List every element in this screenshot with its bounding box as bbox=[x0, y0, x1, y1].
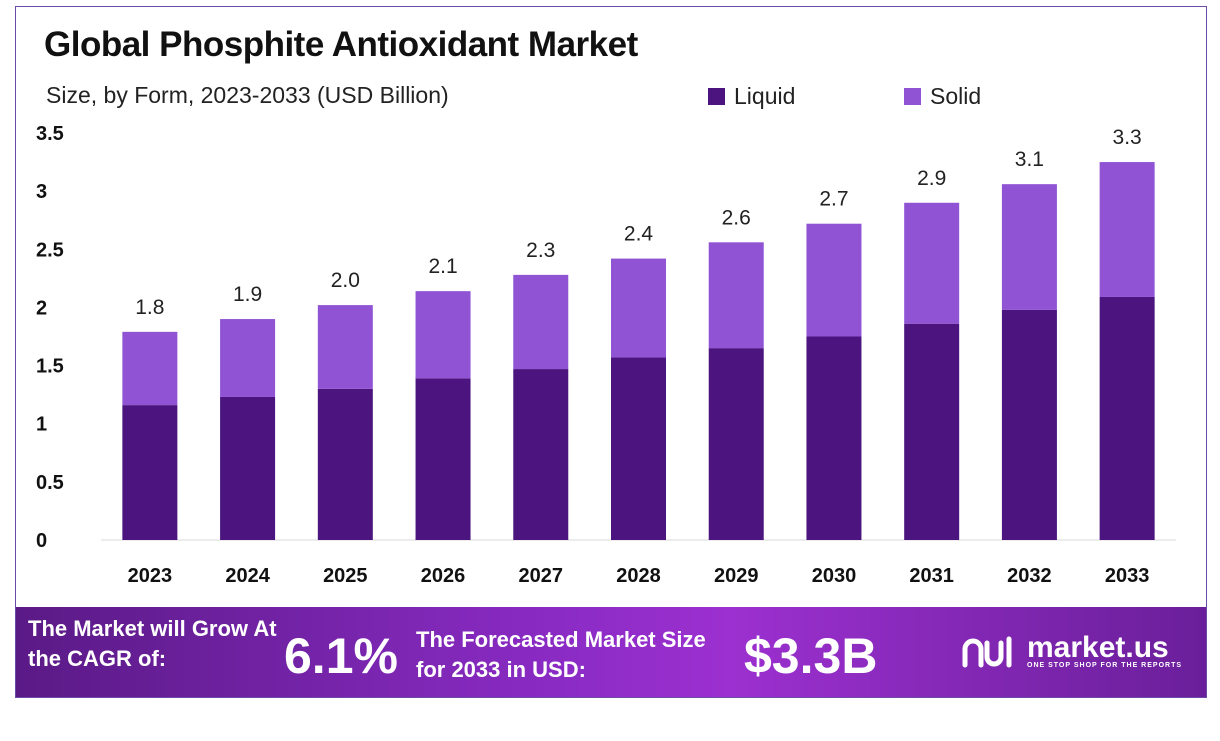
bar-chart: 0 0.5 1 1.5 2 2.5 3 3.5 1.8 2023 1.9 2024 2.0 2025 2.1… bbox=[36, 123, 1176, 587]
bar-segment-liquid bbox=[317, 388, 373, 540]
x-tick-label: 2031 bbox=[909, 565, 954, 587]
y-tick-label: 1 bbox=[36, 414, 47, 436]
x-tick-label: 2023 bbox=[128, 565, 173, 587]
bar-segment-liquid bbox=[904, 323, 960, 540]
bar-segment-liquid bbox=[806, 336, 862, 540]
x-tick-label: 2026 bbox=[421, 565, 466, 587]
bar-total-label: 2.7 bbox=[819, 188, 848, 211]
bar-segment-solid bbox=[122, 331, 178, 406]
cagr-text: The Market will Grow At the CAGR of: bbox=[28, 616, 277, 671]
x-tick-label: 2029 bbox=[714, 565, 759, 587]
brand-name: market.us bbox=[1027, 631, 1169, 664]
y-tick-label: 0 bbox=[36, 530, 47, 552]
legend-item-solid: Solid bbox=[904, 83, 981, 110]
bar-total-label: 1.8 bbox=[135, 296, 164, 319]
x-tick-label: 2025 bbox=[323, 565, 368, 587]
bar-total-label: 2.3 bbox=[526, 239, 555, 262]
bar-segment-liquid bbox=[513, 369, 569, 540]
x-tick-label: 2028 bbox=[616, 565, 661, 587]
bar-segment-liquid bbox=[415, 378, 471, 540]
legend-swatch-liquid bbox=[708, 88, 725, 105]
bar-total-label: 2.0 bbox=[331, 269, 360, 292]
x-tick-label: 2030 bbox=[812, 565, 857, 587]
bar-total-label: 1.9 bbox=[233, 283, 262, 306]
bar-segment-solid bbox=[1001, 184, 1057, 310]
y-tick-label: 0.5 bbox=[36, 472, 64, 494]
bar-total-label: 2.1 bbox=[428, 255, 457, 278]
brand-logo: market.us ONE STOP SHOP FOR THE REPORTS bbox=[961, 631, 1183, 670]
cagr-value: 6.1% bbox=[284, 628, 398, 684]
chart-subtitle: Size, by Form, 2023-2033 (USD Billion) bbox=[46, 82, 449, 108]
y-tick-label: 2.5 bbox=[36, 239, 64, 261]
bar-total-label: 2.4 bbox=[624, 223, 654, 246]
chart-title: Global Phosphite Antioxidant Market bbox=[44, 25, 638, 64]
bar-segment-liquid bbox=[122, 405, 178, 540]
bar-total-label: 2.6 bbox=[722, 206, 751, 229]
bar-segment-solid bbox=[708, 242, 764, 349]
bar-segment-liquid bbox=[708, 348, 764, 540]
y-tick-label: 3.5 bbox=[36, 123, 64, 145]
summary-banner: The Market will Grow At the CAGR of: 6.1… bbox=[16, 607, 1206, 697]
bar-segment-solid bbox=[415, 291, 471, 379]
x-tick-label: 2032 bbox=[1007, 565, 1052, 587]
bar-segment-liquid bbox=[220, 396, 276, 540]
bar-segment-solid bbox=[806, 223, 862, 337]
forecast-text: The Forecasted Market Size for 2033 in U… bbox=[416, 627, 706, 682]
legend-swatch-solid bbox=[904, 88, 921, 105]
brand-text: market.us ONE STOP SHOP FOR THE REPORTS bbox=[1027, 631, 1183, 670]
bar-total-label: 2.9 bbox=[917, 167, 946, 190]
bar-segment-solid bbox=[611, 258, 666, 358]
bar-segment-liquid bbox=[611, 357, 666, 540]
bar-segment-liquid bbox=[1001, 309, 1057, 540]
y-tick-label: 2 bbox=[36, 297, 47, 319]
legend-item-liquid: Liquid bbox=[708, 83, 795, 110]
forecast-value: $3.3B bbox=[744, 628, 878, 684]
brand-tagline: ONE STOP SHOP FOR THE REPORTS bbox=[1027, 662, 1183, 669]
bar-total-label: 3.3 bbox=[1113, 126, 1142, 149]
x-tick-label: 2024 bbox=[225, 565, 270, 587]
bar-segment-solid bbox=[904, 202, 960, 324]
bar-total-label: 3.1 bbox=[1015, 148, 1044, 171]
bar-segment-liquid bbox=[1099, 296, 1155, 540]
market-us-logo-icon bbox=[962, 636, 1012, 667]
bar-segment-solid bbox=[1099, 162, 1155, 297]
legend-label-liquid: Liquid bbox=[734, 83, 796, 109]
chart-card: Global Phosphite Antioxidant Market Size… bbox=[15, 6, 1207, 698]
x-tick-label: 2033 bbox=[1105, 565, 1150, 587]
bar-segment-solid bbox=[220, 319, 276, 397]
bar-segment-solid bbox=[513, 274, 569, 370]
legend-label-solid: Solid bbox=[930, 83, 982, 109]
x-tick-label: 2027 bbox=[519, 565, 564, 587]
bar-segment-solid bbox=[317, 305, 373, 389]
y-tick-label: 1.5 bbox=[36, 356, 64, 378]
y-tick-label: 3 bbox=[36, 181, 47, 203]
